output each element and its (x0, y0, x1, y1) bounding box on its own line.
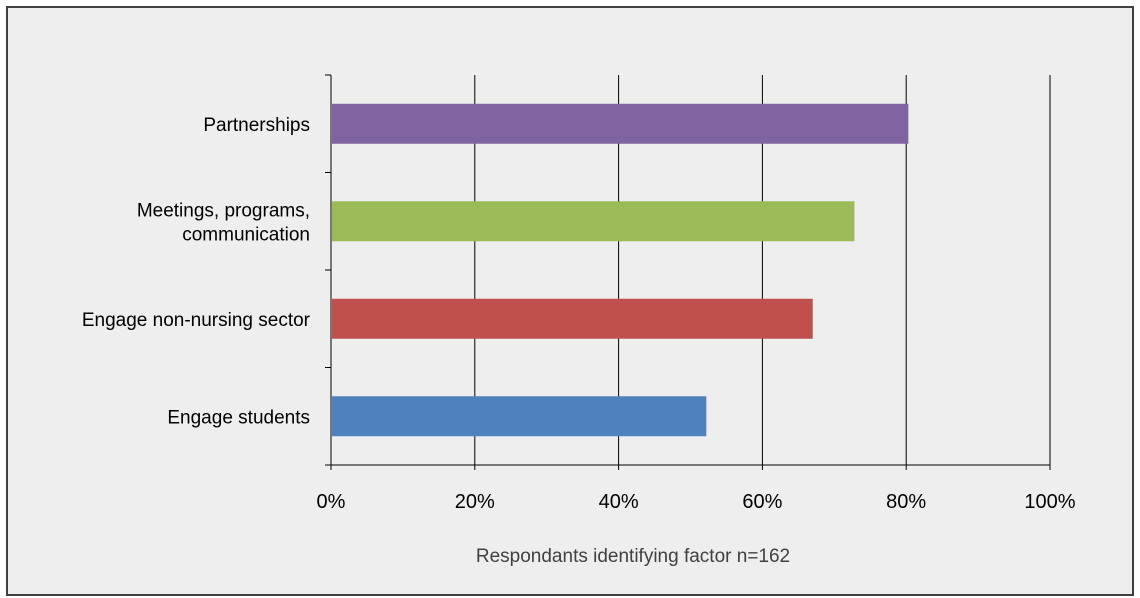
x-tick-label: 20% (455, 491, 495, 513)
category-labels: Partnerships Meetings, programs, communica… (82, 115, 311, 429)
x-tick-label: 40% (599, 491, 639, 513)
bar (332, 396, 707, 437)
x-tick-labels: 0% 20% 40% 60% 80% 100% (317, 491, 1076, 513)
x-axis-title: Respondants identifying factor n=162 (476, 546, 790, 567)
x-tick-label: 60% (742, 491, 782, 513)
category-label: Engage students (167, 407, 310, 428)
x-tick-label: 0% (317, 491, 346, 513)
x-tick-label: 80% (886, 491, 926, 513)
bar (332, 201, 855, 242)
category-label: Engage non-nursing sector (82, 310, 311, 331)
category-label: Meetings, programs, communication (137, 200, 310, 245)
category-label: Partnerships (203, 115, 310, 136)
bar (332, 298, 813, 339)
bars (332, 103, 909, 437)
bar (332, 103, 909, 144)
axes (325, 74, 1050, 466)
x-tick-label: 100% (1024, 491, 1075, 513)
